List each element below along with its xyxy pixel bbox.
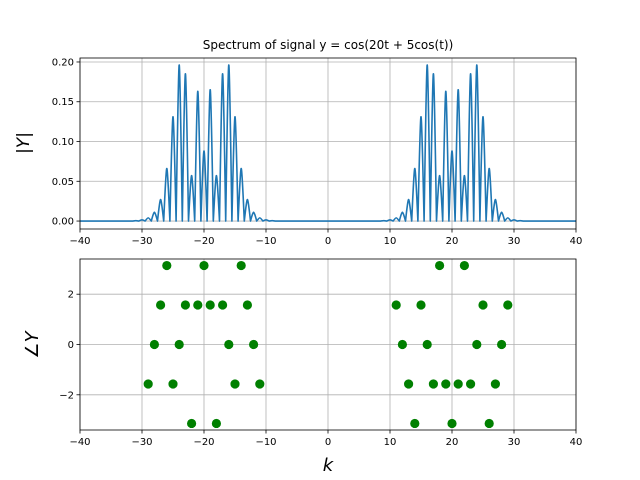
phase-point: [466, 379, 476, 389]
phase-point: [168, 379, 178, 389]
phase-point: [459, 260, 469, 271]
phase-point: [453, 379, 463, 389]
phase-point: [224, 339, 234, 350]
phase-subplot: −40 −30 −20 −10 0 10 20 30 40−202 ∠Y k: [22, 258, 582, 476]
phase-point: [435, 260, 445, 271]
phase-point: [149, 339, 159, 350]
phase-point: [397, 339, 407, 350]
magnitude-x-tick-label: 20: [446, 236, 459, 247]
phase-point: [205, 300, 215, 310]
phase-point: [218, 300, 228, 310]
phase-point: [180, 300, 190, 310]
magnitude-x-tick-label: −20: [193, 236, 214, 247]
phase-point: [478, 300, 488, 310]
phase-point: [447, 418, 457, 429]
magnitude-y-tick-label: 0.05: [52, 177, 74, 188]
phase-point: [230, 379, 240, 389]
phase-point: [193, 300, 203, 310]
phase-y-axis-label: ∠Y: [22, 329, 43, 358]
phase-x-tick-label: −40: [69, 437, 90, 448]
phase-point: [503, 300, 513, 310]
magnitude-grid: [79, 58, 577, 229]
phase-point: [242, 300, 252, 310]
phase-x-tick-label: −30: [131, 437, 152, 448]
phase-point: [441, 379, 451, 389]
phase-x-tick-label: 0: [325, 437, 331, 448]
phase-x-axis-label: k: [323, 455, 335, 476]
phase-point: [428, 379, 438, 389]
phase-point: [472, 339, 482, 350]
magnitude-x-tick-label: 40: [570, 236, 583, 247]
phase-point: [416, 300, 426, 310]
magnitude-subplot: −40 −30 −20 −10 0 10 20 30 40 0.00 0.05 0.10 0.15 0.2…: [14, 38, 582, 247]
phase-point: [162, 260, 172, 271]
phase-point: [156, 300, 166, 310]
phase-point: [410, 418, 420, 429]
phase-scatter-points: [143, 260, 513, 429]
magnitude-x-tick-label: 10: [384, 236, 397, 247]
magnitude-x-tick-label: −30: [131, 236, 152, 247]
phase-point: [174, 339, 184, 350]
phase-point: [255, 379, 265, 389]
magnitude-x-tick-label: −40: [69, 236, 90, 247]
phase-point: [422, 339, 432, 350]
phase-point: [199, 260, 209, 271]
phase-point: [391, 300, 401, 310]
magnitude-y-tick-label: 0.15: [52, 97, 74, 108]
phase-point: [484, 418, 494, 429]
magnitude-y-tick-label: 0.20: [52, 57, 74, 68]
phase-y-tick-label: −2: [59, 390, 74, 401]
phase-x-tick-label: 40: [570, 437, 583, 448]
phase-y-tick-label: 0: [68, 340, 74, 351]
phase-x-tick-label: −20: [193, 437, 214, 448]
magnitude-x-tick-label: 0: [325, 236, 331, 247]
phase-x-tick-label: −10: [255, 437, 276, 448]
phase-x-tick-label: 30: [508, 437, 521, 448]
phase-point: [249, 339, 259, 350]
magnitude-y-tick-label: 0.10: [52, 137, 74, 148]
phase-point: [236, 260, 246, 271]
magnitude-y-axis-label: |Y|: [14, 132, 34, 154]
phase-point: [143, 379, 153, 389]
phase-point: [211, 418, 221, 429]
phase-point: [490, 379, 500, 389]
magnitude-ticks: −40 −30 −20 −10 0 10 20 30 40 0.00 0.05 0.10 0.15 0.2…: [52, 57, 583, 247]
magnitude-series-line: [80, 64, 576, 222]
phase-x-tick-label: 20: [446, 437, 459, 448]
magnitude-y-tick-label: 0.00: [52, 217, 74, 228]
phase-ticks: −40 −30 −20 −10 0 10 20 30 40−202: [59, 290, 582, 448]
phase-point: [497, 339, 507, 350]
phase-point: [404, 379, 414, 389]
phase-x-tick-label: 10: [384, 437, 397, 448]
magnitude-x-tick-label: −10: [255, 236, 276, 247]
magnitude-x-tick-label: 30: [508, 236, 521, 247]
phase-y-tick-label: 2: [68, 290, 74, 301]
magnitude-title: Spectrum of signal y = cos(20t + 5cos(t)…: [203, 38, 454, 52]
phase-point: [187, 418, 197, 429]
